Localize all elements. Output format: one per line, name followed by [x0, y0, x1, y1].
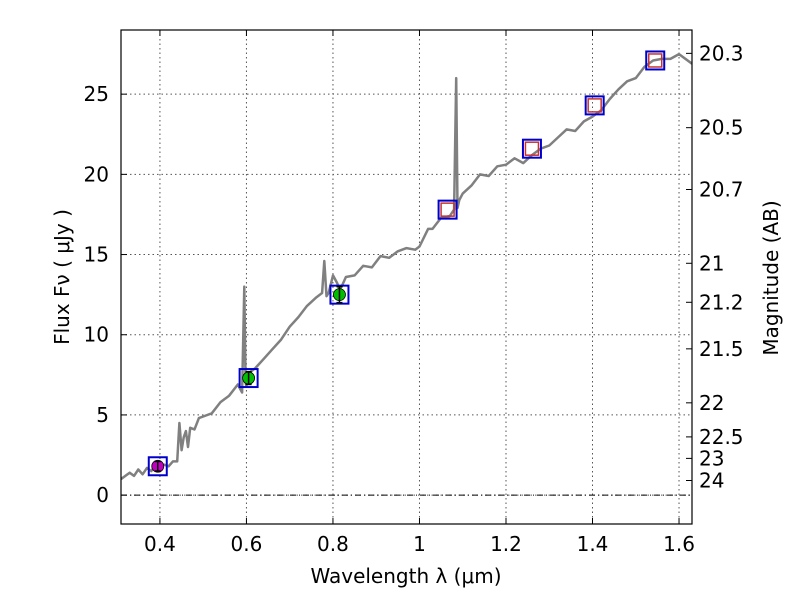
x-tick-label: 0.4	[144, 532, 176, 556]
model-flux-marker	[647, 53, 663, 68]
photometry-box-marker	[645, 50, 666, 71]
y-tick-label: 25	[84, 82, 109, 106]
y-tick-label: 5	[96, 403, 109, 427]
magnitude-axis-title: Magnitude (AB)	[759, 200, 783, 355]
y-tick-label: 20	[84, 162, 109, 186]
x-tick-label: 0.8	[317, 532, 349, 556]
magnitude-tick-label: 21	[699, 251, 724, 275]
y-axis-title: Flux Fν ( μJy )	[50, 209, 74, 345]
magnitude-tick-label: 21.5	[699, 337, 744, 361]
magnitude-tick-label: 23	[699, 446, 724, 470]
x-tick-label: 1.6	[663, 532, 695, 556]
y-tick-label: 10	[84, 323, 109, 347]
model-flux-marker	[587, 98, 602, 113]
y-axis: 0 5 10 15 20 25	[84, 82, 127, 507]
magnitude-tick-label: 20.7	[699, 177, 744, 201]
magnitude-tick-label: 20.5	[699, 116, 744, 140]
magnitude-tick-label: 22	[699, 391, 724, 415]
x-tick-label: 0.6	[231, 532, 263, 556]
y-tick-label: 15	[84, 243, 109, 267]
x-tick-label: 1.4	[577, 532, 609, 556]
model-flux-marker	[440, 202, 455, 217]
magnitude-tick-label: 21.2	[699, 290, 744, 314]
x-tick-label: 1.2	[490, 532, 522, 556]
photometry-box-marker	[521, 138, 542, 159]
y-tick-label: 0	[96, 483, 109, 507]
spectrum-line	[121, 52, 692, 481]
photometry-box-marker	[584, 95, 605, 116]
x-tick-label: 1	[413, 532, 426, 556]
photometry-markers	[147, 50, 666, 477]
photometry-box-marker	[238, 368, 259, 389]
magnitude-tick-label: 22.5	[699, 425, 744, 449]
photometry-box-marker	[329, 284, 350, 305]
photometry-box-marker	[437, 199, 458, 220]
photometry-box-marker	[147, 456, 168, 477]
magnitude-tick-label: 20.3	[699, 41, 744, 65]
x-axis: 0.4 0.6 0.8 1 1.2 1.4 1.6	[144, 30, 695, 556]
magnitude-tick-label: 24	[699, 469, 724, 493]
plot-frame	[120, 29, 693, 525]
model-flux-marker	[524, 141, 540, 156]
x-axis-title: Wavelength λ (μm)	[310, 564, 501, 588]
